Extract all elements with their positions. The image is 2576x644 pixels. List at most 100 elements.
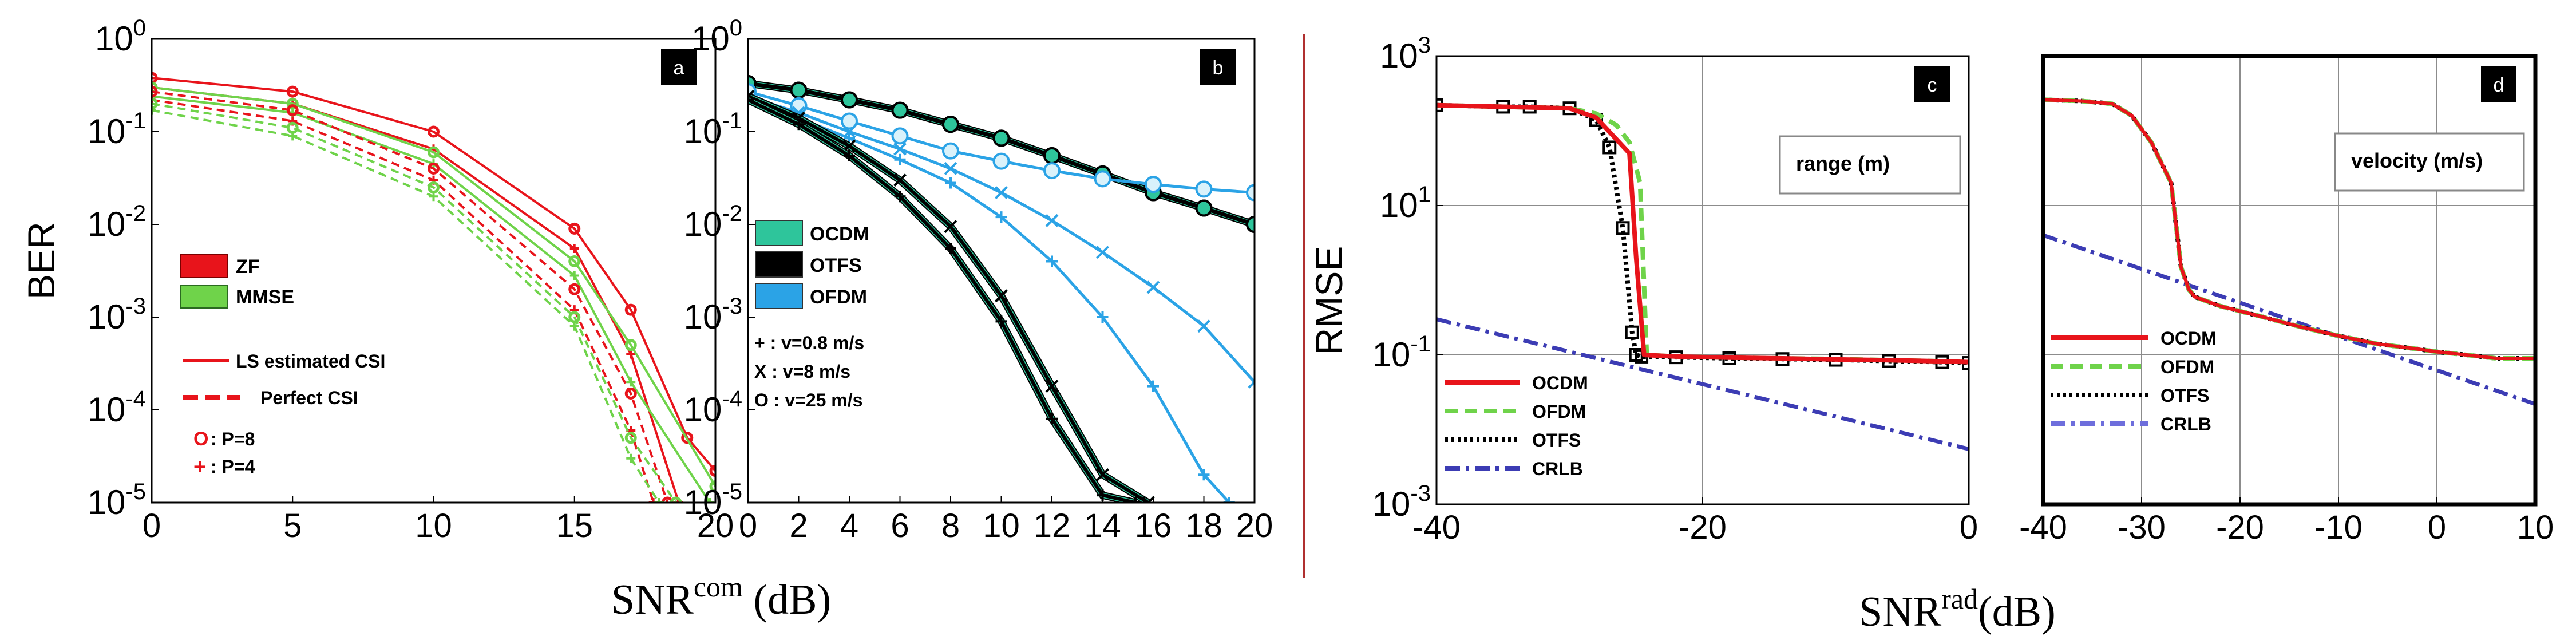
legend-swatch (755, 220, 803, 246)
data-point (1223, 497, 1235, 503)
y-tick-base: 10 (684, 390, 722, 429)
data-point (286, 104, 299, 117)
series-line (2043, 98, 2535, 360)
title-box (1779, 135, 1961, 195)
data-point (995, 289, 1008, 303)
data-point (624, 303, 637, 316)
y-tick-base: 10 (684, 205, 722, 243)
title-box-label: range (m) (1796, 152, 1890, 175)
legend-marker-o: O (193, 428, 208, 450)
data-point (152, 72, 158, 84)
x-tick-label: 10 (415, 507, 452, 544)
y-axis-title-rmse: RMSE (1308, 246, 1350, 355)
legend-label-ls: LS estimated CSI (236, 351, 385, 372)
data-point (942, 116, 959, 133)
series-line (152, 109, 660, 503)
plot-background (152, 39, 715, 503)
y-tick-label: 10-3 (88, 294, 146, 336)
x-axis-title-snr-rad: SNRrad(dB) (1859, 583, 2055, 635)
data-point (286, 85, 299, 98)
panel-label: c (1928, 74, 1937, 96)
legend-note: X : v=8 m/s (754, 361, 850, 382)
panel-b: 0 2 4 6 8 10 12 14 16 18 2010-510-410-310-210-1100… (684, 15, 1273, 544)
data-point (1097, 311, 1109, 323)
y-tick-base: 10 (1372, 335, 1411, 374)
y-tick-label: 10-5 (684, 479, 742, 521)
data-point (944, 162, 957, 175)
legend-label-zf: ZF (236, 256, 260, 278)
y-tick-exponent: -2 (722, 201, 742, 226)
data-point (1616, 221, 1630, 235)
y-tick-exponent: -1 (125, 108, 146, 133)
data-point (1046, 413, 1058, 425)
legend-label-p4: : P=4 (211, 456, 255, 477)
panel-label: a (674, 57, 684, 79)
x-tick-label: -20 (1679, 509, 1727, 546)
data-point (945, 177, 956, 189)
plot-frame (2041, 54, 2538, 507)
data-point (624, 387, 637, 400)
data-point (709, 465, 715, 477)
legend-label: OFDM (1532, 401, 1586, 422)
y-tick-base: 10 (684, 112, 722, 151)
data-point (568, 255, 581, 267)
series-line (1437, 102, 1969, 365)
series-group (152, 72, 715, 503)
data-point (944, 220, 957, 234)
data-point (626, 377, 636, 387)
x-tick-label: 10 (2517, 509, 2554, 546)
data-point (844, 150, 855, 162)
y-tick-exponent: 0 (730, 15, 742, 41)
series-line (152, 90, 669, 503)
x-tick-label: -10 (2314, 509, 2363, 546)
series-group (2043, 97, 2535, 406)
data-point (942, 142, 959, 160)
legend-label: OTFS (2160, 385, 2209, 406)
x-axis-title-base: SNR (611, 576, 694, 623)
data-point (568, 283, 581, 295)
x-tick-label: 12 (1034, 507, 1071, 544)
x-tick-label: 0 (739, 507, 757, 544)
y-tick-label: 10-2 (684, 201, 742, 243)
data-point (1195, 180, 1213, 198)
y-tick-base: 10 (691, 19, 730, 58)
series-line (152, 86, 715, 487)
legend-label: OCDM (810, 223, 869, 245)
x-tick-label: -20 (2216, 509, 2264, 546)
data-point (1130, 497, 1142, 503)
series-group (1437, 98, 1969, 451)
data-point (624, 339, 637, 351)
data-point (1195, 199, 1213, 217)
y-tick-exponent: -3 (125, 294, 146, 319)
data-point (1246, 184, 1255, 202)
data-point (790, 81, 808, 99)
y-tick-label: 10-1 (1372, 331, 1431, 374)
data-point (1248, 375, 1255, 389)
data-point (945, 243, 956, 255)
panel-label-box (661, 49, 697, 85)
x-tick-label: 4 (840, 507, 858, 544)
data-point (1096, 246, 1109, 259)
series-line (152, 102, 677, 503)
panel-a: 0 5 10 15 2010-510-410-310-210-1100aZFMMSELS… (88, 15, 734, 544)
x-tick-label: -40 (2019, 509, 2067, 546)
legend-note: + : v=0.8 m/s (754, 333, 864, 353)
y-tick-base: 10 (684, 298, 722, 336)
y-tick-exponent: 0 (133, 15, 146, 41)
data-point (152, 97, 158, 110)
x-tick-label: 0 (2428, 509, 2446, 546)
y-tick-label: 100 (691, 15, 742, 58)
data-point (681, 432, 694, 444)
data-point (624, 432, 637, 444)
y-tick-label: 10-1 (684, 108, 742, 151)
y-tick-exponent: -4 (722, 386, 742, 412)
title-box-label: velocity (m/s) (2351, 149, 2483, 172)
x-tick-label: 16 (1135, 507, 1172, 544)
data-point (891, 101, 909, 119)
panel-label-box (2481, 66, 2516, 102)
panel-label-box (1200, 49, 1236, 85)
x-tick-label: -40 (1412, 509, 1461, 546)
legend-swatch-mmse (180, 285, 228, 309)
data-point (893, 173, 907, 187)
y-tick-label: 100 (95, 15, 146, 58)
